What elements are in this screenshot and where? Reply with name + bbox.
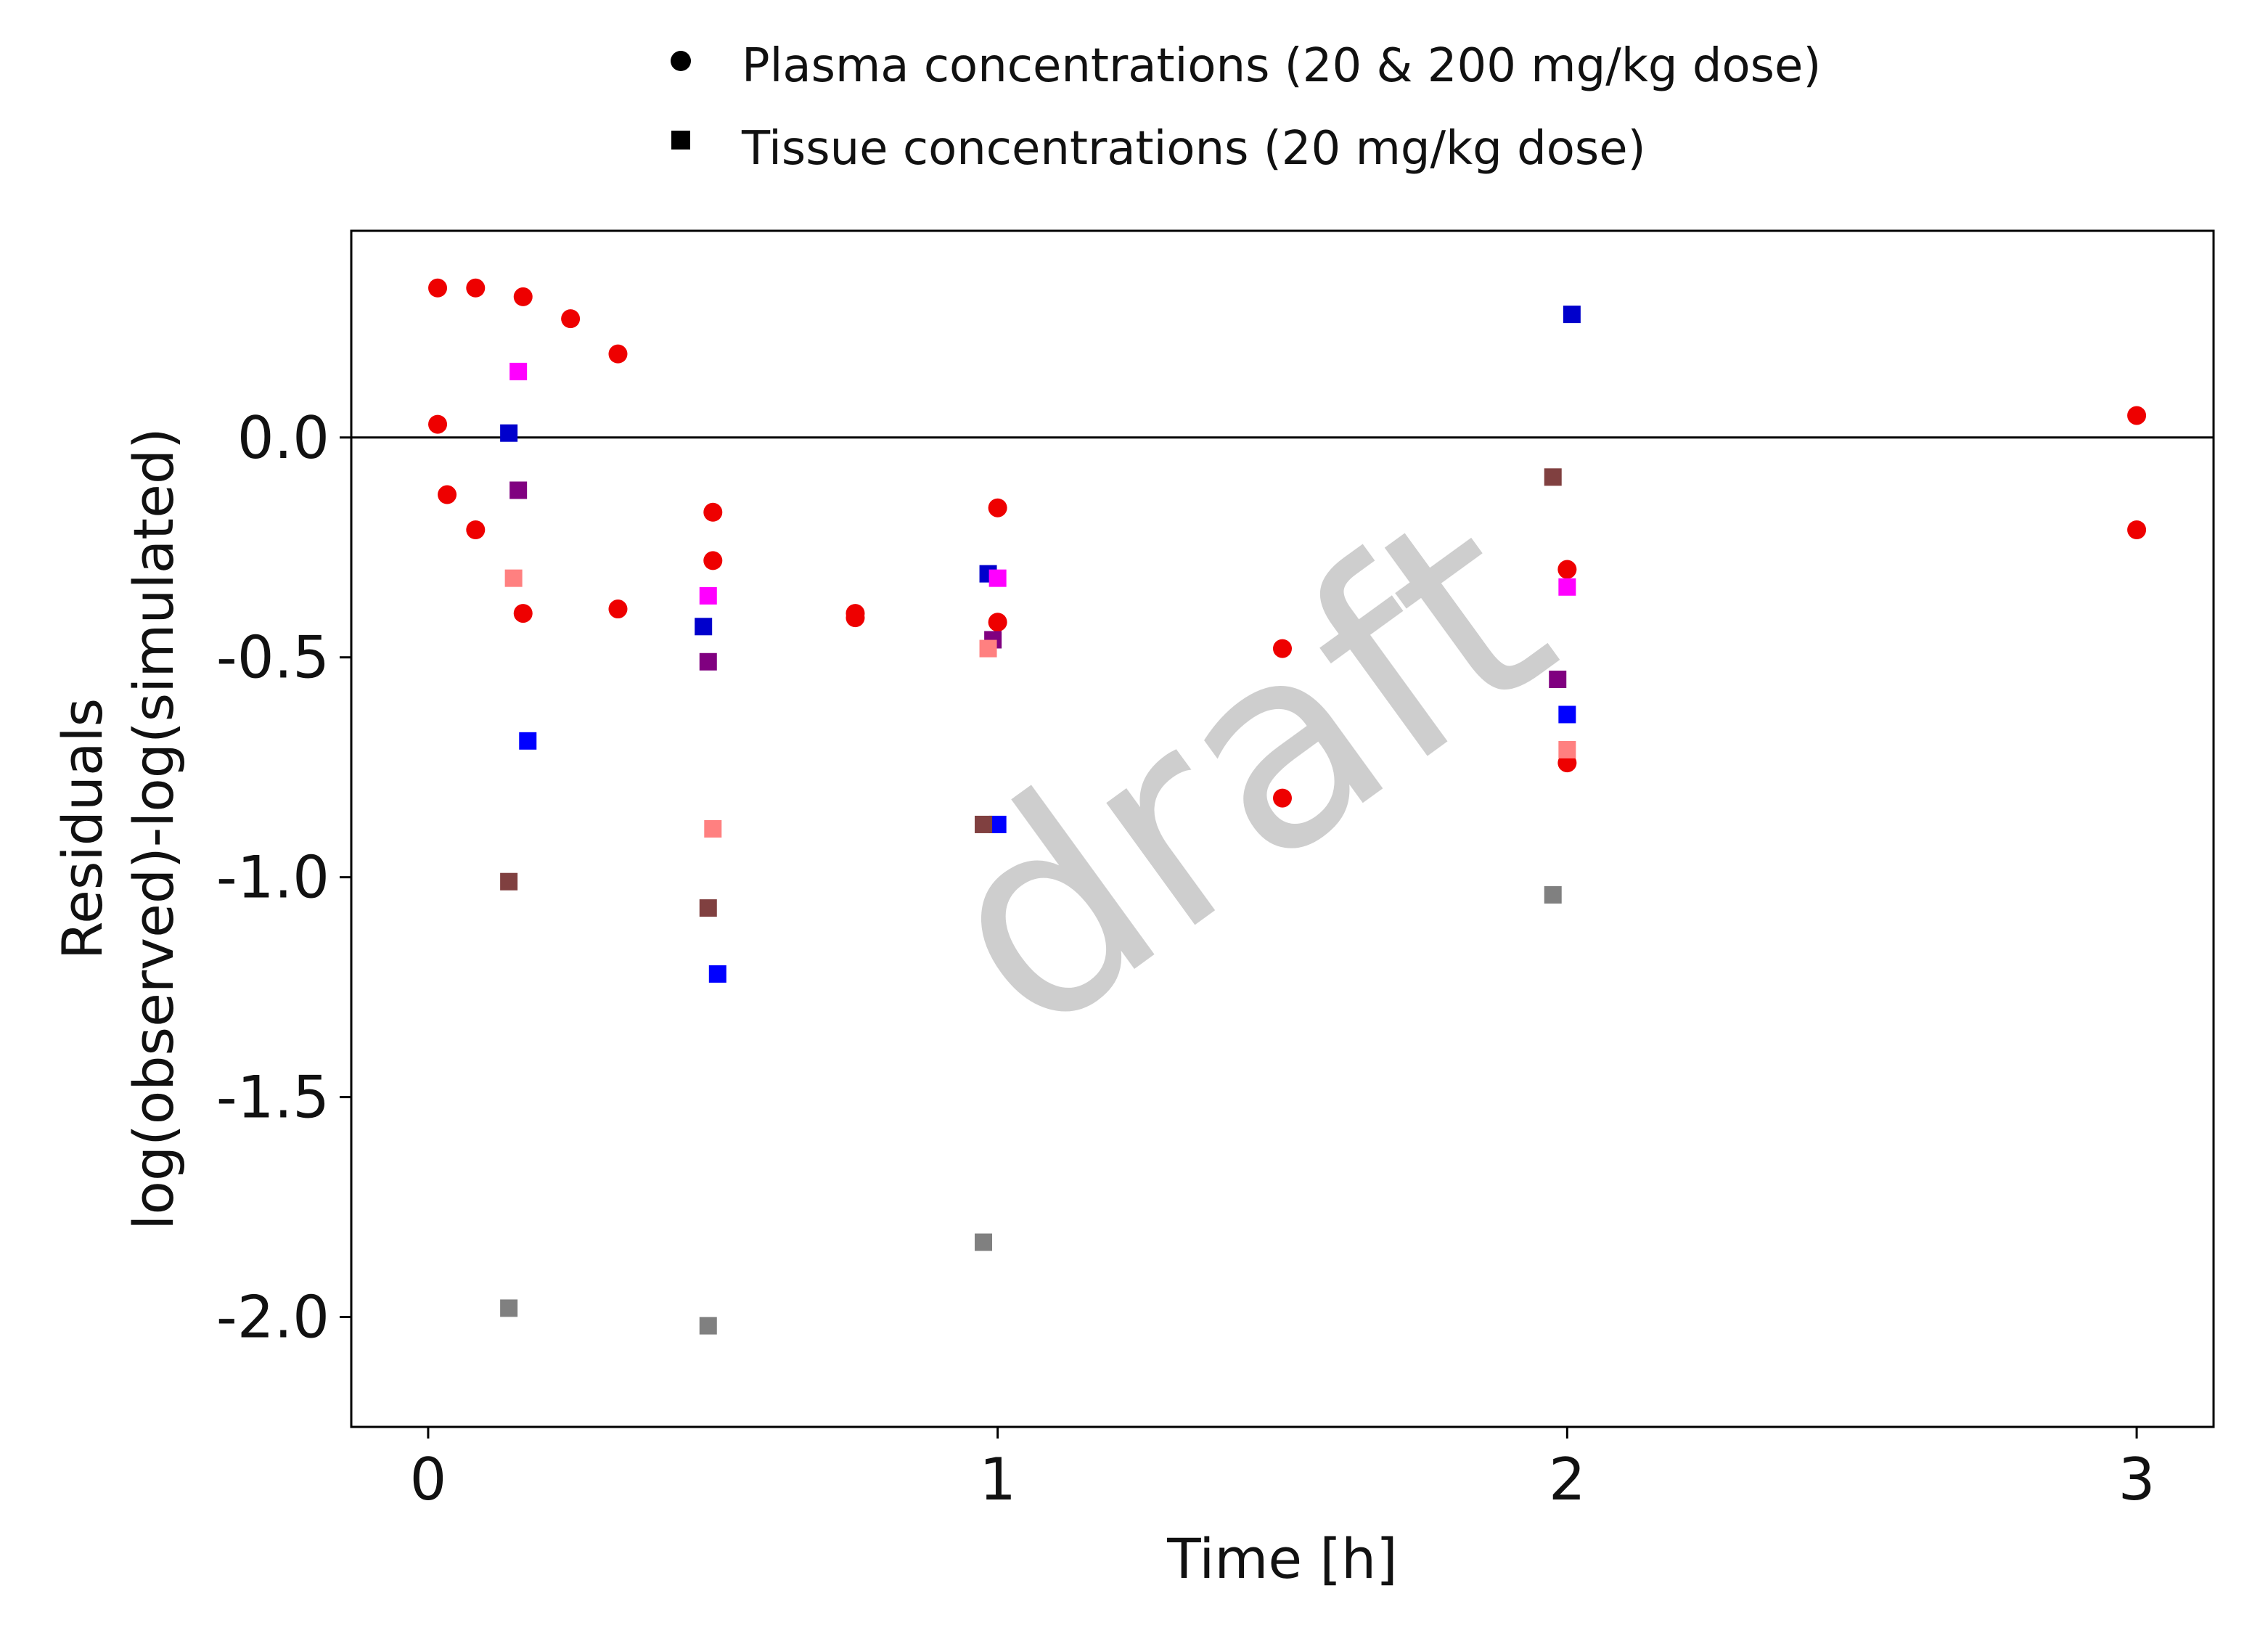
legend: Plasma concentrations (20 & 200 mg/kg do… <box>671 39 1821 176</box>
plasma-point <box>466 520 486 539</box>
tissue-point <box>500 1299 518 1317</box>
plasma-point <box>703 551 723 570</box>
tissue-point <box>704 820 722 838</box>
tissue-point <box>699 899 717 917</box>
x-tick-label: 3 <box>2118 1446 2156 1513</box>
plasma-point <box>2127 406 2147 425</box>
tissue-point <box>509 362 528 380</box>
tissue-point <box>695 618 713 636</box>
plasma-point <box>428 278 448 298</box>
tissue-point <box>1544 885 1562 904</box>
plasma-point <box>846 608 865 628</box>
x-tick-label: 1 <box>979 1446 1016 1513</box>
y-axis-title: Residuals log(observed)-log(simulated) <box>50 427 186 1229</box>
tissue-point <box>975 815 993 833</box>
plasma-point <box>513 604 533 623</box>
draft-watermark: draft <box>883 449 1604 1095</box>
plasma-point <box>438 485 457 504</box>
y-tick-label: -1.5 <box>216 1064 329 1132</box>
x-axis-title: Time [h] <box>1166 1526 1398 1591</box>
tissue-point <box>1549 671 1567 688</box>
tissue-point <box>699 1317 717 1335</box>
plasma-point <box>988 613 1007 632</box>
plasma-point <box>608 600 628 619</box>
plasma-point <box>988 498 1007 517</box>
legend-marker-tissue <box>671 131 690 150</box>
y-tick-label: 0.0 <box>237 404 329 472</box>
plasma-point <box>608 344 628 364</box>
tissue-point <box>1544 468 1562 486</box>
tissue-point <box>699 586 717 605</box>
y-axis-title-line1: Residuals <box>50 698 115 960</box>
tissue-point <box>699 652 717 671</box>
plasma-point <box>703 502 723 522</box>
tissue-point <box>708 965 726 983</box>
y-tick-label: -1.0 <box>216 844 329 912</box>
tissue-point <box>1558 705 1576 724</box>
plasma-point <box>561 309 581 329</box>
tissue-point <box>500 424 518 442</box>
tissue-point <box>979 639 997 658</box>
legend-label-plasma: Plasma concentrations (20 & 200 mg/kg do… <box>742 39 1821 93</box>
plasma-point <box>2127 520 2147 539</box>
y-axis: 0.0 -0.5 -1.0 -1.5 -2.0 <box>216 404 351 1351</box>
y-axis-title-line2: log(observed)-log(simulated) <box>121 427 186 1229</box>
plasma-point <box>466 278 486 298</box>
legend-label-tissue: Tissue concentrations (20 mg/kg dose) <box>741 122 1646 176</box>
tissue-point <box>1563 306 1581 324</box>
legend-marker-plasma <box>671 51 691 71</box>
plasma-point <box>513 287 533 306</box>
tissue-point <box>504 569 523 587</box>
plot-area <box>350 229 2215 1428</box>
x-tick-label: 0 <box>409 1446 446 1513</box>
y-tick-label: -2.0 <box>216 1284 329 1351</box>
plasma-point <box>1273 639 1292 658</box>
y-tick-label: -0.5 <box>216 624 329 692</box>
tissue-point <box>509 481 528 499</box>
plasma-point <box>428 414 448 434</box>
data-points <box>428 278 2147 1335</box>
x-tick-label: 2 <box>1549 1446 1586 1513</box>
plasma-point <box>1273 788 1292 808</box>
tissue-point <box>519 732 537 750</box>
plasma-point <box>1557 560 1577 579</box>
x-axis: 0 1 2 3 <box>409 1427 2156 1513</box>
tissue-point <box>1558 740 1576 758</box>
tissue-point <box>975 1233 993 1251</box>
tissue-point <box>1558 578 1576 596</box>
tissue-point <box>500 872 518 891</box>
tissue-point <box>988 569 1007 587</box>
